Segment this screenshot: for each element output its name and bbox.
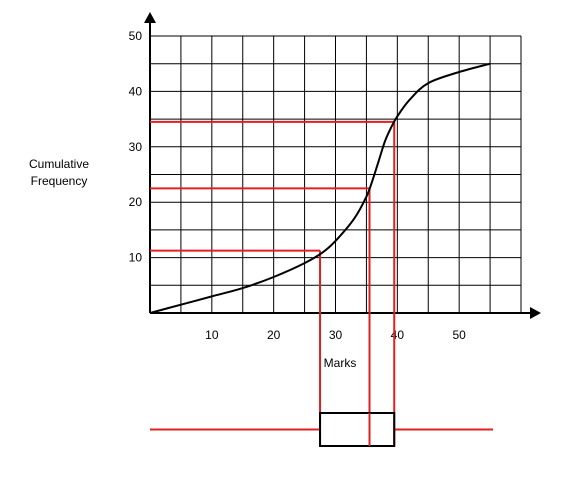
y-tick-labels: 10 20 30 40 50 bbox=[129, 29, 143, 265]
x-tick-label: 50 bbox=[452, 328, 466, 342]
y-axis-title: Cumulative Frequency bbox=[4, 156, 114, 190]
box-plot bbox=[150, 412, 493, 447]
y-axis-title-line-1: Cumulative bbox=[28, 157, 90, 171]
y-tick-label: 30 bbox=[129, 140, 143, 154]
axes bbox=[144, 12, 541, 319]
y-tick-label: 40 bbox=[129, 84, 143, 98]
y-axis-arrow bbox=[144, 12, 156, 23]
grid bbox=[149, 35, 522, 314]
cumulative-frequency-curve bbox=[149, 62, 491, 314]
x-tick-label: 20 bbox=[267, 328, 281, 342]
curve-layer bbox=[149, 62, 491, 314]
y-tick-label: 20 bbox=[129, 195, 143, 209]
x-tick-label: 30 bbox=[329, 328, 343, 342]
x-axis-title: Marks bbox=[323, 356, 357, 370]
x-tick-label: 10 bbox=[205, 328, 219, 342]
y-tick-label: 10 bbox=[129, 251, 143, 265]
x-axis-arrow bbox=[530, 307, 541, 319]
y-tick-label: 50 bbox=[129, 29, 143, 43]
x-tick-label: 40 bbox=[391, 328, 405, 342]
reference-lines bbox=[150, 120, 396, 446]
x-tick-labels: 10 20 30 40 50 bbox=[205, 328, 466, 342]
box-plot-box bbox=[319, 412, 396, 447]
y-axis-title-line-2: Frequency bbox=[30, 174, 88, 188]
